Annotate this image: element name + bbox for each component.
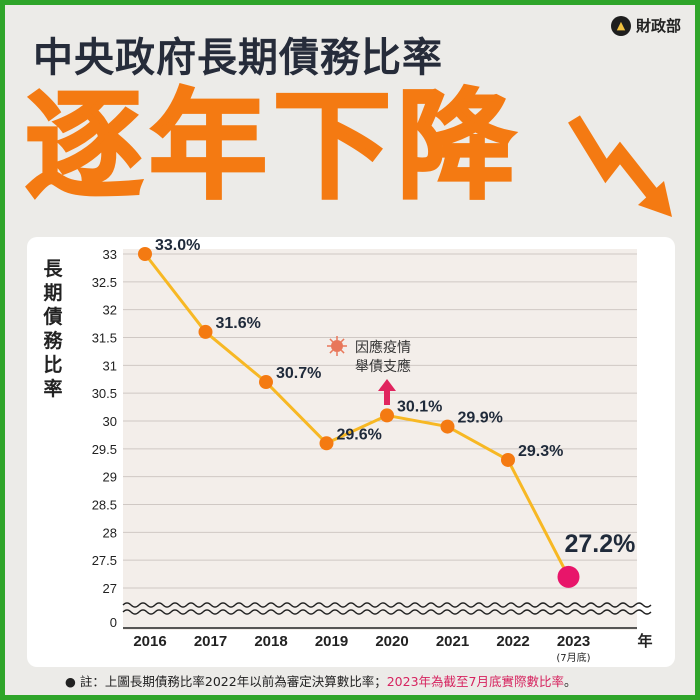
- data-point: [501, 452, 515, 467]
- series-line: [143, 253, 570, 578]
- data-label: 29.9%: [458, 410, 503, 427]
- footnote: ● 註：上圖長期債務比率2022年以前為審定決算數比率；2023年為截至7月底實…: [65, 671, 577, 690]
- axis-break: [122, 602, 652, 608]
- ministry-logo: ▲ 財政部: [610, 15, 681, 36]
- line-chart: 0 27 27.5 28 28.5 29 29.5 30 30.5 31 31.5 32 32.5 33 2…: [92, 237, 653, 664]
- x-tick-label: 2017: [194, 633, 227, 650]
- data-point: [440, 419, 455, 434]
- data-label: 30.7%: [276, 365, 321, 382]
- y-tick-label: 30.5: [92, 386, 117, 401]
- annotation-text: 舉債支應: [355, 358, 411, 375]
- data-label: 31.6%: [216, 315, 261, 332]
- plot-area: [123, 249, 637, 630]
- y-tick-label: 29.5: [92, 442, 117, 457]
- data-point: [380, 408, 394, 423]
- data-point: [198, 324, 213, 339]
- x-tick-label: 2022: [496, 633, 529, 650]
- y-tick-label: 27.5: [92, 553, 117, 568]
- data-label: 27.2%: [565, 530, 636, 558]
- y-tick-label: 29: [103, 470, 117, 485]
- x-axis-label: 年: [637, 632, 652, 650]
- x-tick-label: 2019: [315, 633, 348, 650]
- data-point: [557, 565, 580, 588]
- y-tick-label: 31.5: [92, 331, 117, 346]
- headline: 逐年下降: [23, 77, 522, 215]
- x-tick-label: 2023: [557, 633, 590, 650]
- x-tick-label: 2018: [254, 633, 287, 650]
- y-axis-label: 長期債務比率: [43, 258, 63, 400]
- annotation-arrow-icon: [384, 389, 390, 405]
- ministry-emblem-icon: ▲: [610, 15, 631, 36]
- y-tick-label: 32: [103, 303, 117, 318]
- footnote-highlight: 2023年為截至7月底實際數比率: [386, 674, 564, 689]
- y-tick-label: 28.5: [92, 498, 117, 513]
- virus-icon-spike: [340, 349, 345, 354]
- axis-break: [122, 609, 652, 615]
- virus-icon-spike: [329, 349, 334, 354]
- y-tick-label: 31: [103, 358, 117, 373]
- data-label: 30.1%: [397, 398, 442, 415]
- footnote-text: 註：上圖長期債務比率2022年以前為審定決算數比率；: [79, 674, 387, 689]
- data-label: 33.0%: [155, 237, 200, 254]
- data-point: [319, 436, 334, 451]
- footnote-bullet: ●: [65, 674, 76, 689]
- data-point: [138, 247, 152, 261]
- footnote-end: 。: [564, 674, 577, 689]
- x-tick-label: 2020: [375, 633, 408, 650]
- data-label: 29.3%: [518, 443, 563, 460]
- y-tick-label: 27: [103, 581, 117, 596]
- x-tick-sublabel: (7月底): [556, 651, 590, 664]
- y-tick-label: 33: [103, 247, 117, 262]
- y-tick-label: 28: [103, 525, 117, 540]
- virus-icon-spike: [329, 338, 334, 343]
- virus-icon: [331, 340, 343, 352]
- ministry-name: 財政部: [635, 17, 681, 35]
- x-tick-label: 2016: [133, 633, 166, 650]
- annotation-arrow-icon: [378, 379, 396, 391]
- data-label: 29.6%: [337, 426, 382, 443]
- data-point: [259, 375, 273, 390]
- y-tick-label: 30: [103, 414, 117, 429]
- y-tick-label: 32.5: [92, 275, 117, 290]
- page-title: 中央政府長期債務比率: [33, 35, 443, 81]
- downward-trend-arrow-icon: [568, 115, 672, 217]
- virus-icon-spike: [340, 338, 345, 343]
- y-tick-label: 0: [110, 615, 117, 630]
- x-tick-label: 2021: [436, 633, 469, 650]
- annotation-text: 因應疫情: [355, 339, 411, 356]
